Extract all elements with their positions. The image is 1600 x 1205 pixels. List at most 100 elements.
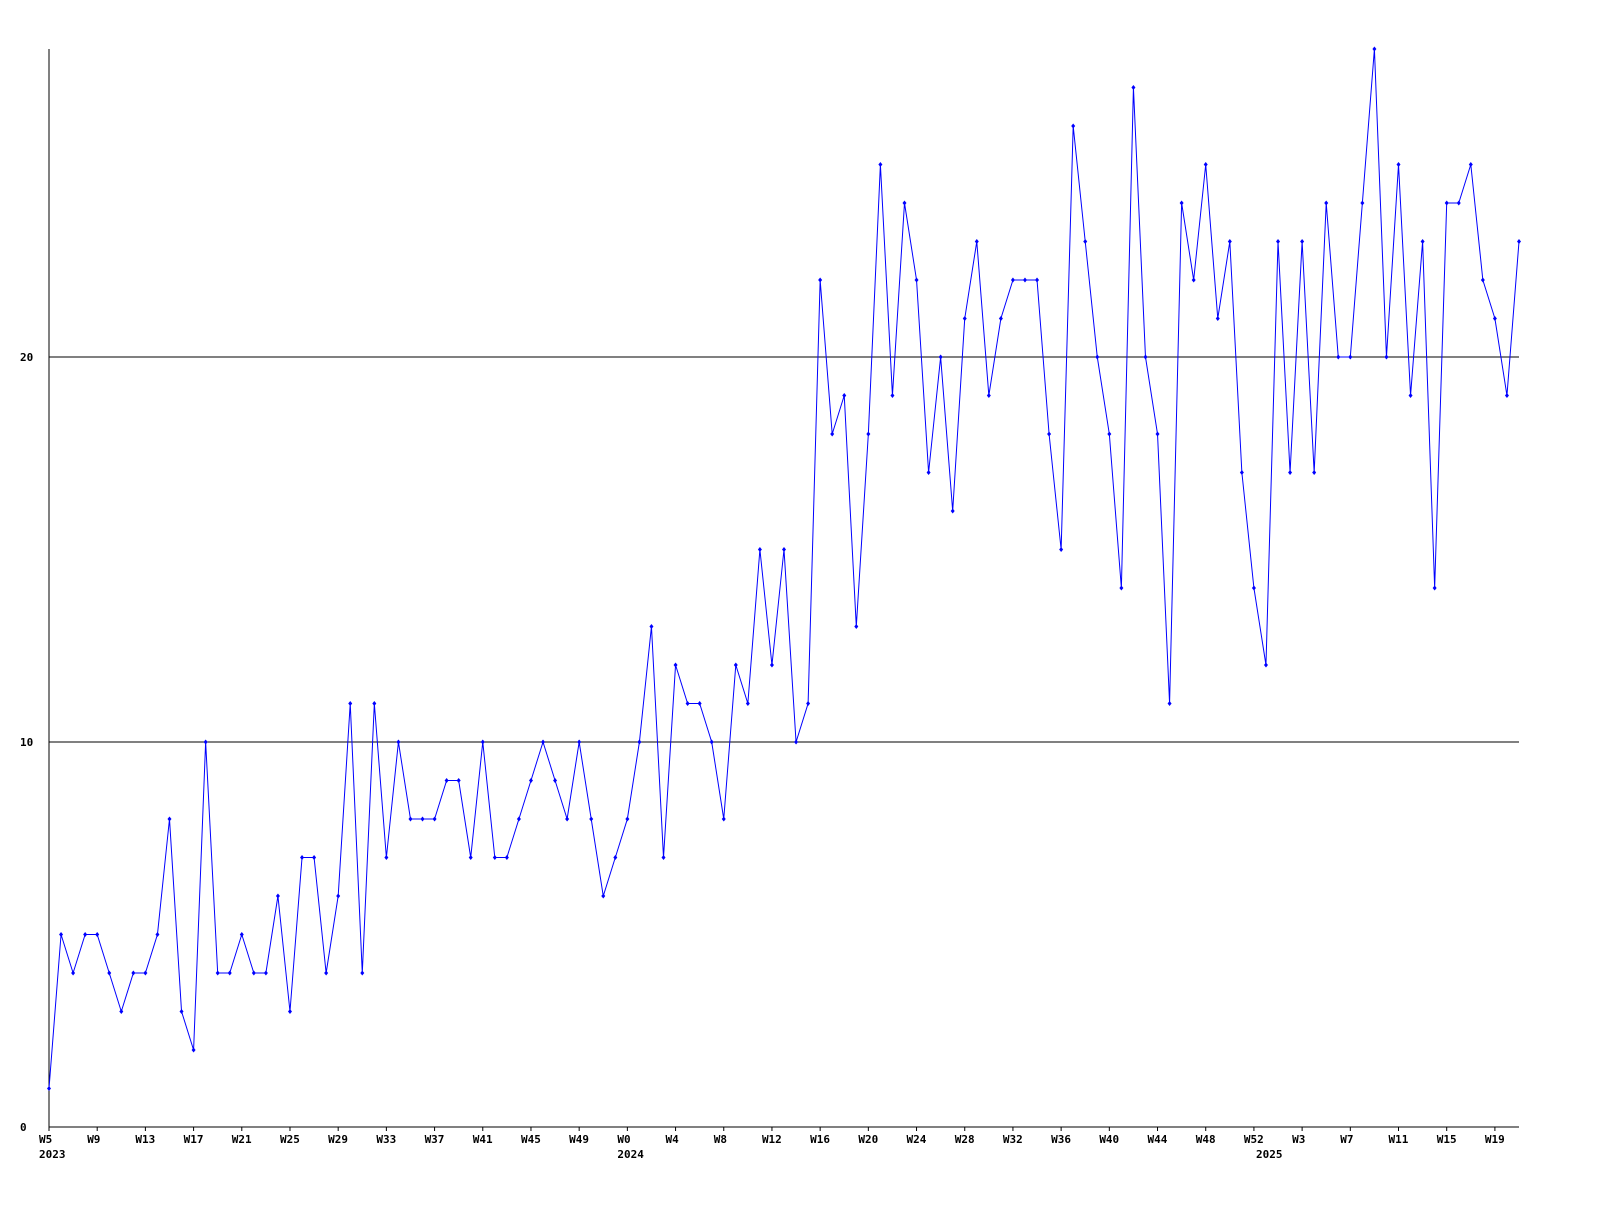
data-point [914, 277, 919, 283]
data-point [1420, 239, 1425, 244]
data-point [215, 970, 220, 976]
data-point [251, 970, 256, 976]
data-point [1191, 277, 1196, 283]
data-point [757, 547, 762, 552]
x-tick-label: W5 [39, 1133, 52, 1146]
data-point [661, 855, 666, 860]
data-point [565, 816, 570, 822]
data-point [239, 932, 244, 937]
y-tick-label: 0 [20, 1121, 27, 1134]
data-point [577, 739, 582, 745]
data-point [1468, 162, 1473, 167]
data-point [1095, 354, 1100, 360]
x-tick-label: W12 [762, 1133, 782, 1146]
data-point [986, 393, 991, 398]
data-point [649, 624, 654, 629]
data-point [1071, 123, 1076, 129]
data-point [1444, 200, 1449, 206]
data-point [1456, 200, 1461, 206]
data-point [227, 970, 232, 976]
x-tick-label: W24 [907, 1133, 927, 1146]
data-point [83, 932, 88, 937]
x-tick-label: W41 [473, 1133, 493, 1146]
x-tick-label: W4 [666, 1133, 680, 1146]
data-point [384, 855, 389, 860]
data-point [372, 701, 377, 706]
data-point [818, 277, 823, 283]
data-point [1022, 277, 1027, 283]
data-point [1179, 200, 1184, 206]
data-point [806, 701, 811, 706]
data-point [324, 970, 329, 976]
data-point [1167, 701, 1172, 706]
data-point [1288, 470, 1293, 475]
data-point [878, 162, 883, 167]
y-tick-label: 10 [20, 736, 33, 749]
data-point [1155, 431, 1160, 437]
x-group-label: 2025 [1256, 1148, 1283, 1161]
data-point [685, 701, 690, 706]
x-tick-label: W45 [521, 1133, 541, 1146]
data-point [950, 508, 955, 514]
data-point [926, 470, 931, 475]
data-point [516, 816, 521, 822]
data-point [998, 316, 1003, 321]
x-tick-label: W19 [1485, 1133, 1505, 1146]
x-tick-label: W36 [1051, 1133, 1071, 1146]
data-point [167, 816, 172, 822]
data-point [902, 200, 907, 206]
data-point [733, 662, 738, 668]
data-point [1480, 277, 1485, 283]
x-tick-label: W9 [87, 1133, 100, 1146]
data-point [1239, 470, 1244, 475]
data-point [312, 855, 317, 860]
data-point [131, 970, 136, 976]
data-point [71, 970, 76, 976]
x-tick-label: W37 [425, 1133, 445, 1146]
data-point [1372, 46, 1377, 52]
data-point [974, 239, 979, 244]
x-group-label: 2024 [617, 1148, 644, 1161]
data-point [1083, 239, 1088, 244]
data-point [155, 932, 160, 937]
data-point [1504, 393, 1509, 398]
data-point [1119, 585, 1124, 591]
data-point [528, 778, 533, 783]
data-point [456, 778, 461, 783]
data-point [1360, 200, 1365, 206]
data-point [492, 855, 497, 860]
x-tick-label: W33 [376, 1133, 396, 1146]
y-tick-label: 20 [20, 351, 33, 364]
data-point [1227, 239, 1232, 244]
x-tick-label: W21 [232, 1133, 252, 1146]
data-point [119, 1009, 124, 1014]
x-tick-label: W17 [184, 1133, 204, 1146]
data-point [1396, 162, 1401, 167]
data-point [1143, 354, 1148, 360]
data-point [842, 393, 847, 398]
x-tick-label: W8 [714, 1133, 727, 1146]
data-point [1336, 354, 1341, 360]
x-tick-label: W3 [1292, 1133, 1305, 1146]
x-tick-label: W48 [1196, 1133, 1216, 1146]
data-point [938, 354, 943, 360]
data-point [396, 739, 401, 745]
data-point [697, 701, 702, 706]
x-tick-label: W32 [1003, 1133, 1023, 1146]
data-point [601, 893, 606, 899]
data-point [673, 662, 678, 668]
data-point [854, 624, 859, 629]
data-point [480, 739, 485, 745]
data-point [1517, 239, 1521, 244]
data-point [769, 662, 774, 668]
data-point [613, 855, 618, 860]
data-point [1263, 662, 1268, 668]
data-point [1348, 354, 1353, 360]
data-point [1276, 239, 1281, 244]
data-point [143, 970, 148, 976]
data-point [794, 739, 799, 745]
x-tick-label: W40 [1099, 1133, 1119, 1146]
data-point [300, 855, 305, 860]
